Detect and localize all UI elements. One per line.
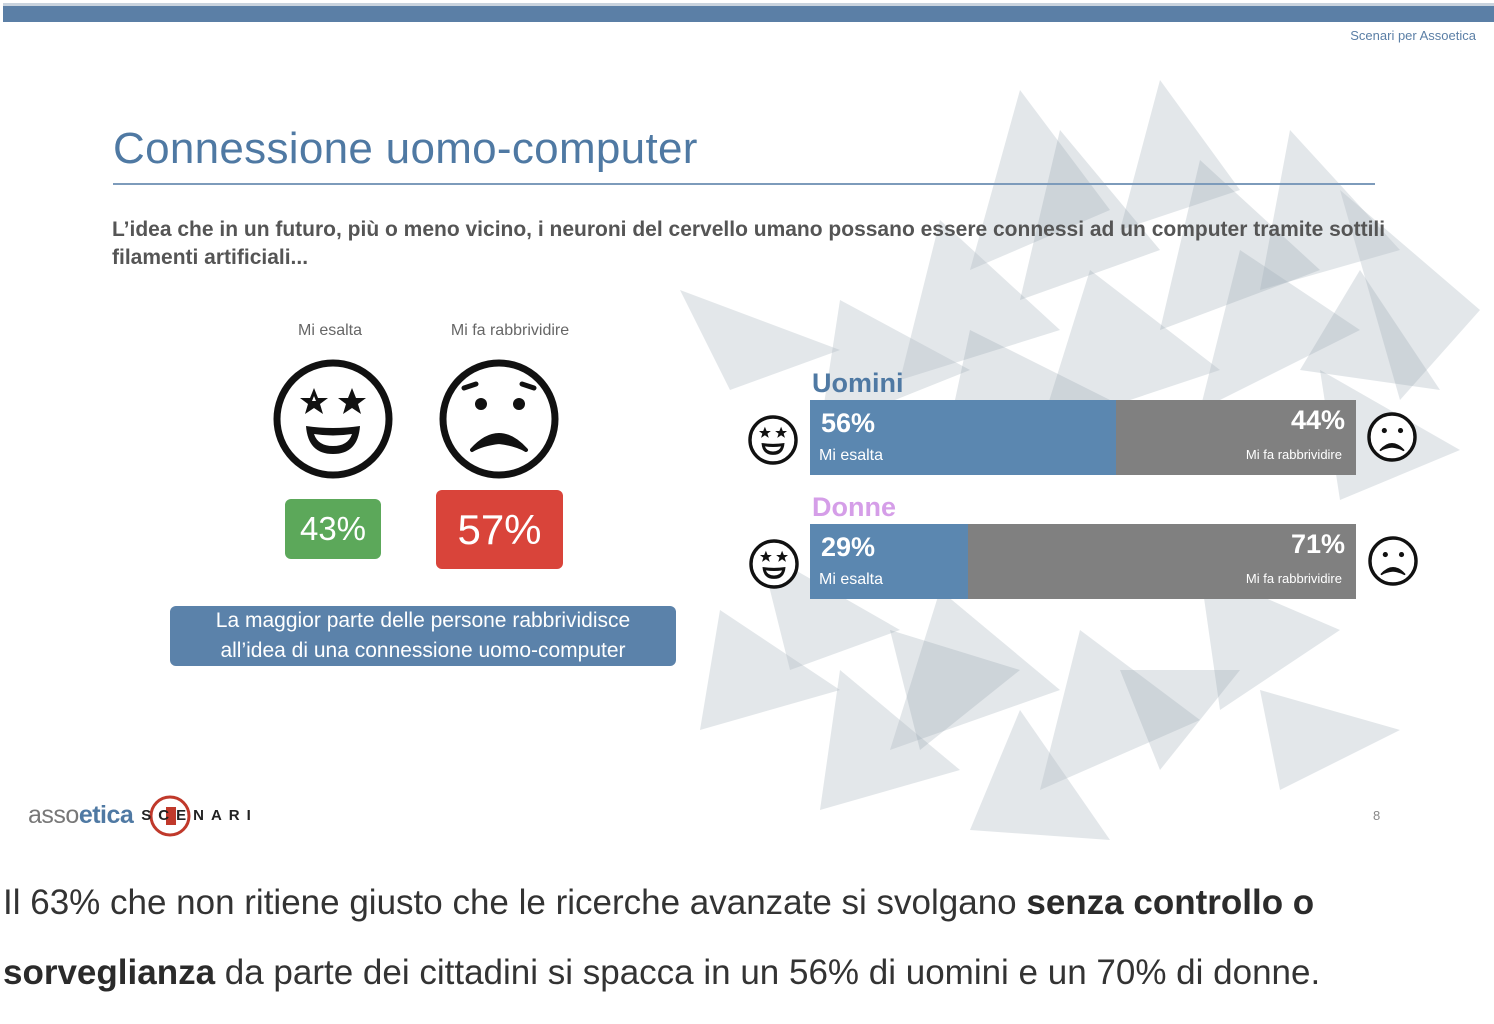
slide: Scenari per Assoetica: [3, 3, 1494, 840]
intro-text: L’idea che in un futuro, più o meno vici…: [112, 218, 1386, 269]
group-label-donne: Donne: [812, 492, 896, 522]
page-number: 8: [1373, 808, 1381, 823]
bar-fill-uomini: [810, 400, 1116, 475]
callout-line-2: all’idea di una connessione uomo-compute…: [220, 639, 626, 662]
bar-uomini-right-percent: 44%: [1290, 405, 1345, 435]
title-divider: [113, 183, 1375, 185]
group-label-uomini: Uomini: [812, 368, 904, 398]
bar-donne-right-percent: 71%: [1290, 529, 1345, 559]
bar-uomini-left-percent: 56%: [821, 408, 876, 438]
bar-uomini-left-label: Mi esalta: [819, 447, 884, 464]
bar-uomini: 56% Mi esalta 44% Mi fa rabbrividire: [810, 400, 1356, 475]
label-mi-fa-rabbrividire: Mi fa rabbrividire: [450, 322, 570, 339]
percent-mi-fa-rabbrividire-badge: 57%: [436, 490, 563, 569]
article-text-bold: senza controllo o sorveglianza: [3, 883, 1315, 992]
bar-donne: 29% Mi esalta 71% Mi fa rabbrividire: [810, 524, 1356, 599]
star-eyes-face-icon: [749, 539, 799, 589]
article-text-part1: Il 63% che non ritiene giusto che le ric…: [3, 883, 1027, 922]
header-label: Scenari per Assoetica: [1350, 28, 1476, 43]
frowning-face-icon: [439, 359, 559, 479]
bar-donne-left-label: Mi esalta: [819, 571, 884, 588]
percent-mi-esalta-badge: 43%: [285, 499, 381, 559]
top-bar-shadow: [3, 3, 1494, 7]
scenari-logo-circle-icon: [149, 795, 191, 836]
bar-donne-right-label: Mi fa rabbrividire: [1245, 571, 1342, 586]
assoetica-scenari-logo: asso etica SCENARI: [28, 795, 258, 836]
star-eyes-face-icon: [273, 359, 393, 479]
label-mi-esalta: Mi esalta: [297, 322, 363, 339]
bar-donne-left-percent: 29%: [821, 532, 876, 562]
article-text-part2: da parte dei cittadini si spacca in un 5…: [215, 953, 1321, 992]
logo-scenari-text: SCENARI: [141, 795, 258, 836]
frowning-face-icon: [1367, 412, 1417, 462]
article-paragraph: Il 63% che non ritiene giusto che le ric…: [3, 868, 1483, 1008]
frowning-face-icon: [1368, 536, 1418, 586]
star-eyes-face-icon: [748, 415, 798, 465]
logo-asso-text: asso: [28, 800, 79, 829]
slide-title: Connessione uomo-computer: [113, 124, 698, 173]
logo-etica-text: etica: [78, 800, 134, 829]
bar-uomini-right-label: Mi fa rabbrividire: [1245, 447, 1342, 462]
top-bar: [3, 6, 1494, 22]
callout-box: La maggior parte delle persone rabbrivid…: [170, 606, 676, 666]
bar-fill-donne: [810, 524, 969, 599]
callout-line-1: La maggior parte delle persone rabbrivid…: [215, 609, 631, 632]
